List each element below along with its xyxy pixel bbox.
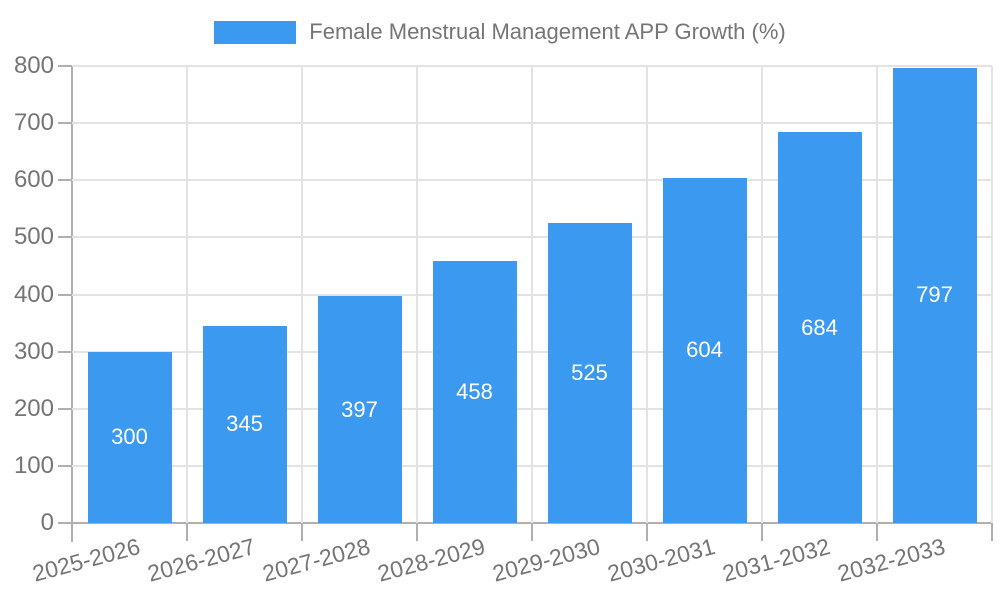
x-tick-mark	[416, 523, 418, 541]
x-gridline	[416, 66, 418, 523]
x-tick-label: 2030-2031	[604, 533, 718, 587]
x-tick-mark	[301, 523, 303, 541]
x-tick-label: 2028-2029	[374, 533, 488, 587]
y-tick-label: 300	[13, 337, 54, 365]
y-tick-label: 700	[13, 109, 54, 137]
bar: 345	[202, 325, 287, 523]
bar-value-label: 345	[226, 411, 263, 437]
x-tick-mark	[646, 523, 648, 541]
x-gridline	[186, 66, 188, 523]
x-tick-label: 2029-2030	[489, 533, 603, 587]
x-gridline	[301, 66, 303, 523]
y-tick-mark	[58, 179, 72, 182]
y-tick-mark	[58, 522, 72, 524]
x-tick-label: 2031-2032	[719, 533, 833, 587]
y-tick-mark	[58, 236, 72, 239]
y-tick-label: 200	[13, 394, 54, 422]
y-axis-line	[71, 66, 73, 542]
bar: 684	[777, 132, 862, 523]
y-tick-label: 0	[40, 509, 54, 536]
bar: 397	[317, 296, 402, 523]
y-tick-label: 500	[13, 223, 54, 251]
legend: Female Menstrual Management APP Growth (…	[0, 19, 1000, 45]
y-tick-mark	[58, 293, 72, 296]
x-tick-label: 2032-2033	[834, 533, 948, 587]
x-tick-mark	[876, 523, 878, 541]
x-gridline	[761, 66, 763, 523]
bar-value-label: 397	[341, 396, 378, 422]
x-gridline	[991, 66, 993, 523]
x-tick-label: 2026-2027	[144, 533, 258, 587]
bar: 458	[432, 261, 517, 523]
bar: 604	[662, 177, 747, 523]
bar: 797	[892, 67, 977, 523]
y-tick-mark	[58, 464, 72, 467]
bar: 525	[547, 223, 632, 523]
y-tick-mark	[58, 407, 72, 410]
x-tick-mark	[71, 523, 73, 541]
x-tick-mark	[991, 523, 993, 541]
x-gridline	[646, 66, 648, 523]
bar-value-label: 300	[111, 424, 148, 450]
y-tick-label: 400	[13, 280, 54, 308]
x-tick-mark	[531, 523, 533, 541]
x-tick-mark	[186, 523, 188, 541]
x-gridline	[531, 66, 533, 523]
bar-value-label: 684	[801, 314, 838, 340]
x-tick-label: 2027-2028	[259, 533, 373, 587]
y-tick-label: 100	[13, 451, 54, 479]
bar-value-label: 797	[916, 282, 953, 308]
y-tick-mark	[58, 65, 72, 67]
x-tick-mark	[761, 523, 763, 541]
bar-value-label: 525	[571, 360, 608, 386]
y-tick-mark	[58, 350, 72, 353]
bar-value-label: 458	[456, 379, 493, 405]
legend-swatch-icon	[214, 20, 297, 44]
y-tick-label: 800	[13, 52, 54, 79]
x-gridline	[876, 66, 878, 523]
y-tick-mark	[58, 122, 72, 125]
legend-label: Female Menstrual Management APP Growth (…	[309, 19, 786, 44]
bar-value-label: 604	[686, 337, 723, 363]
y-tick-label: 600	[13, 166, 54, 194]
bar: 300	[87, 351, 172, 523]
x-tick-label: 2025-2026	[29, 533, 143, 587]
